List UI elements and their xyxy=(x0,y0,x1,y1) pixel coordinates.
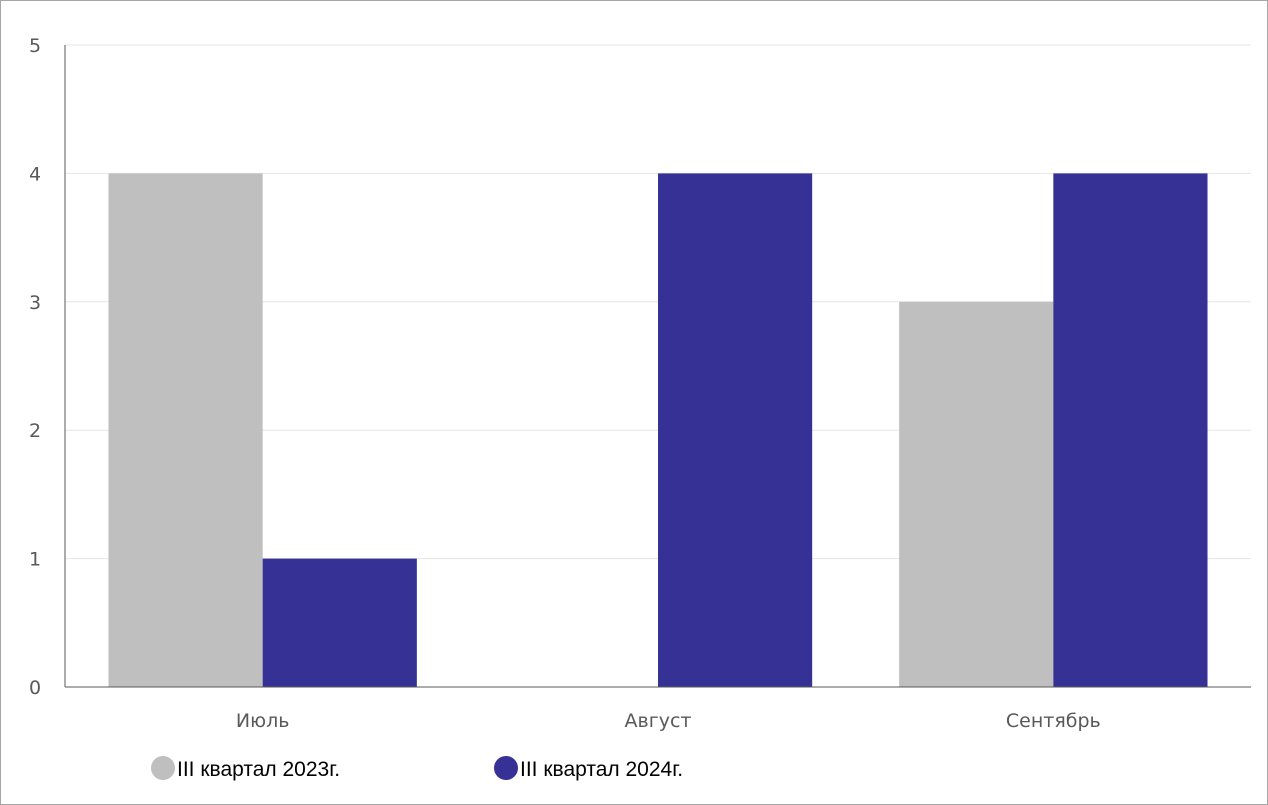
y-axis-ticks: 0 1 2 3 4 5 xyxy=(29,35,41,699)
x-category-label: Июль xyxy=(236,710,290,732)
bar-2023-0 xyxy=(108,173,263,687)
y-tick-label: 3 xyxy=(29,292,41,314)
bar-2023-2 xyxy=(899,301,1054,687)
y-tick-label: 2 xyxy=(29,420,41,442)
y-tick-label: 5 xyxy=(29,35,41,57)
x-category-label: Август xyxy=(625,710,692,732)
y-tick-label: 4 xyxy=(29,163,41,185)
legend-label-2024: III квартал 2024г. xyxy=(520,758,683,781)
bar-2024-0 xyxy=(262,558,417,687)
legend: III квартал 2023г. III квартал 2024г. xyxy=(151,756,683,781)
y-tick-label: 0 xyxy=(29,677,41,699)
bar-2024-1 xyxy=(658,173,813,687)
bar-2024-2 xyxy=(1053,173,1208,687)
bars xyxy=(108,173,1208,687)
legend-label-2023: III квартал 2023г. xyxy=(177,758,340,781)
y-tick-label: 1 xyxy=(29,549,41,571)
legend-marker-2024 xyxy=(494,756,518,780)
legend-marker-2023 xyxy=(151,756,175,780)
x-category-label: Сентябрь xyxy=(1006,710,1101,732)
axes xyxy=(64,45,1251,688)
x-axis-categories: Июль Август Сентябрь xyxy=(236,710,1101,732)
